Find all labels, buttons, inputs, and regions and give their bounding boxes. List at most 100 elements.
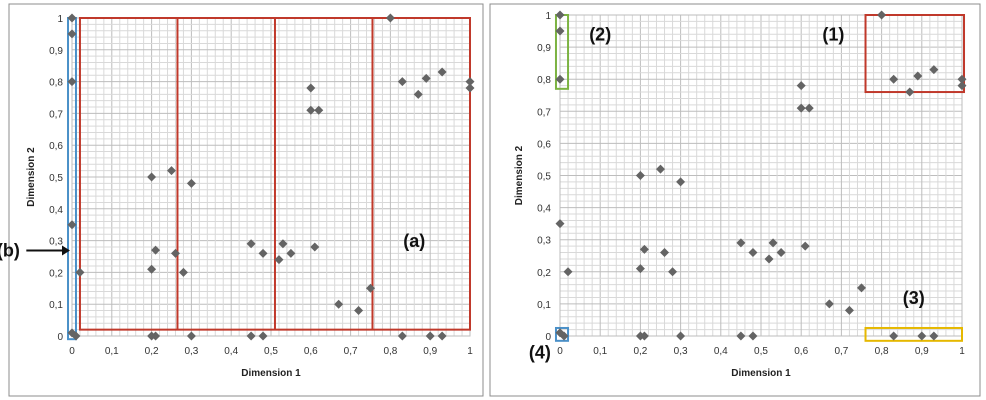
x-axis-title: Dimension 1	[241, 368, 301, 379]
data-point	[635, 171, 645, 180]
data-point	[413, 89, 423, 99]
annotation-label: (4)	[529, 342, 551, 362]
annotation-label: (1)	[822, 25, 844, 45]
x-tick-label: 0,1	[105, 346, 119, 357]
data-point	[957, 81, 967, 91]
data-point	[639, 244, 649, 254]
data-point	[151, 245, 161, 255]
data-point	[178, 267, 188, 277]
y-tick-label: 0,1	[49, 300, 63, 311]
data-point	[768, 238, 778, 248]
data-point	[397, 331, 407, 341]
data-points	[67, 13, 475, 341]
y-tick-label: 0,2	[49, 268, 63, 279]
y-tick-label: 0,3	[49, 237, 63, 248]
plot-area-border	[559, 14, 963, 337]
data-point	[555, 74, 565, 84]
x-tick-label: 0,7	[834, 346, 848, 357]
data-point	[465, 77, 475, 87]
data-point	[437, 331, 447, 341]
data-point	[776, 248, 786, 258]
data-point	[71, 331, 81, 341]
data-point	[676, 331, 686, 341]
data-point	[465, 83, 475, 93]
y-tick-label: 0,9	[49, 46, 63, 57]
annotation-label: (2)	[589, 25, 611, 45]
annotation-label: (a)	[403, 231, 425, 251]
y-tick-label: 0,1	[537, 300, 551, 311]
data-point	[314, 105, 324, 115]
x-tick-label: 0,8	[875, 346, 889, 357]
data-point	[764, 254, 774, 264]
data-point	[929, 331, 939, 341]
data-point	[147, 172, 157, 182]
data-point	[889, 74, 899, 84]
data-point	[421, 73, 431, 83]
region-box-4	[554, 326, 570, 342]
data-point	[310, 242, 320, 252]
data-points	[555, 10, 967, 341]
x-tick-label: 0,1	[593, 346, 607, 357]
x-tick-label: 0,3	[674, 346, 688, 357]
data-point	[258, 248, 268, 258]
data-point	[186, 178, 196, 188]
y-tick-label: 0,5	[49, 173, 63, 184]
y-tick-label: 0,6	[49, 141, 63, 152]
data-point	[559, 331, 569, 341]
data-point	[306, 83, 316, 93]
data-point	[67, 29, 77, 39]
x-tick-label: 0,8	[383, 346, 397, 357]
data-point	[75, 267, 85, 277]
x-tick-label: 0,9	[915, 346, 929, 357]
data-point	[563, 267, 573, 277]
y-tick-label: 0,2	[537, 268, 551, 279]
data-point	[67, 220, 77, 230]
data-point	[385, 13, 395, 23]
y-tick-label: 1	[57, 14, 63, 25]
data-point	[425, 331, 435, 341]
right-panel-frame	[489, 3, 981, 397]
y-tick-label: 0	[57, 332, 63, 343]
y-tick-label: 0,4	[49, 205, 63, 216]
data-point	[151, 331, 161, 341]
data-point	[889, 331, 899, 341]
data-point	[796, 103, 806, 113]
data-point	[437, 67, 447, 77]
x-tick-label: 0,2	[633, 346, 647, 357]
y-tick-labels: 0 0,1 0,2 0,3 0,4 0,5 0,6 0,7 0,8 0,9 1	[49, 14, 63, 343]
x-tick-label: 0,5	[264, 346, 278, 357]
x-tick-label: 1	[959, 346, 965, 357]
x-tick-labels: 0 0,1 0,2 0,3 0,4 0,5 0,6 0,7 0,8 0,9 1	[69, 346, 473, 357]
y-tick-label: 1	[545, 11, 551, 22]
data-point	[167, 166, 176, 176]
data-point	[334, 299, 344, 309]
data-point	[917, 331, 927, 341]
x-tick-label: 0	[69, 346, 75, 357]
data-point	[913, 71, 923, 81]
data-point	[306, 105, 316, 115]
y-tick-label: 0,7	[49, 109, 63, 120]
data-point	[246, 331, 256, 341]
data-point	[246, 239, 256, 249]
data-point	[278, 239, 288, 249]
y-tick-label: 0	[545, 332, 551, 343]
data-point	[366, 283, 375, 293]
data-point	[186, 331, 196, 341]
annotations: (1) (2) (3) (4)	[529, 25, 925, 363]
y-tick-label: 0,3	[537, 236, 551, 247]
data-point	[555, 26, 565, 36]
x-tick-label: 0	[557, 346, 563, 357]
x-tick-label: 0,6	[304, 346, 318, 357]
data-point	[824, 299, 834, 309]
data-point	[258, 331, 268, 341]
data-point	[274, 255, 284, 265]
data-point	[804, 103, 814, 113]
y-tick-label: 0,8	[537, 75, 551, 86]
x-tick-label: 0,7	[344, 346, 358, 357]
data-point	[656, 164, 665, 174]
data-point	[748, 248, 758, 258]
data-point	[354, 306, 364, 316]
data-point	[286, 248, 296, 258]
data-point	[639, 331, 649, 341]
